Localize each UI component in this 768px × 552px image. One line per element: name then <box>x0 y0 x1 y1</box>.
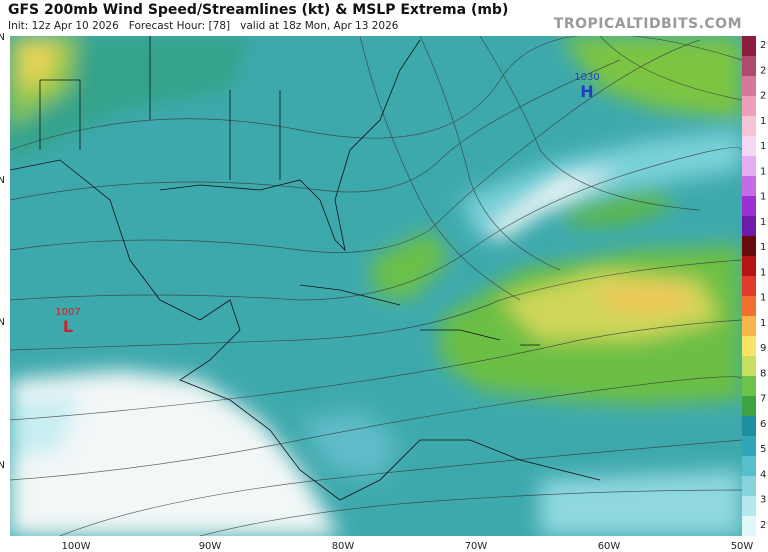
longitude-label: 80W <box>332 541 355 552</box>
latitude-label: N <box>0 32 5 43</box>
colorbar-segment <box>742 356 756 377</box>
colorbar-segment <box>742 176 756 197</box>
watermark: TROPICALTIDBITS.COM <box>553 16 742 32</box>
colorbar-segment <box>742 76 756 97</box>
latitude-label: N <box>0 175 5 186</box>
colorbar-segment <box>742 216 756 237</box>
colorbar-label: 1 <box>760 318 766 329</box>
colorbar-segment <box>742 96 756 117</box>
colorbar-label: 2 <box>760 65 766 76</box>
colorbar-segment <box>742 376 756 397</box>
colorbar-segment <box>742 236 756 257</box>
colorbar-label: 2 <box>760 40 766 51</box>
colorbar-label: 1 <box>760 192 766 203</box>
colorbar-segment <box>742 136 756 157</box>
colorbar-label: 5 <box>760 444 766 455</box>
colorbar-label: 8 <box>760 368 766 379</box>
wind-field <box>10 36 742 536</box>
colorbar-segment <box>742 156 756 177</box>
colorbar-label: 2 <box>760 91 766 102</box>
colorbar-segment <box>742 316 756 337</box>
colorbar-segment <box>742 36 756 57</box>
streamlines <box>10 36 742 536</box>
colorbar-segment <box>742 276 756 297</box>
colorbar-segment <box>742 456 756 477</box>
coastlines <box>10 36 601 501</box>
colorbar-segment <box>742 116 756 137</box>
colorbar-label: 6 <box>760 419 766 430</box>
colorbar-label: 2 <box>760 520 766 531</box>
colorbar-label: 1 <box>760 217 766 228</box>
colorbar-label: 7 <box>760 394 766 405</box>
longitude-label: 50W <box>731 541 754 552</box>
colorbar-segment <box>742 256 756 277</box>
colorbar-label: 1 <box>760 293 766 304</box>
map-title: GFS 200mb Wind Speed/Streamlines (kt) & … <box>8 2 509 18</box>
colorbar: 2 2 2 1 1 1 1 1 1 1 1 1 9 8 7 6 5 4 3 2 <box>742 36 766 537</box>
longitude-label: 90W <box>199 541 222 552</box>
pressure-symbol: L <box>63 317 73 336</box>
pressure-value: 1007 <box>55 307 80 318</box>
latitude-label: N <box>0 317 5 328</box>
colorbar-label: 4 <box>760 469 766 480</box>
colorbar-label: 1 <box>760 166 766 177</box>
colorbar-segment <box>742 336 756 357</box>
colorbar-segment <box>742 196 756 217</box>
colorbar-segment <box>742 516 756 537</box>
colorbar-segment <box>742 436 756 457</box>
colorbar-label: 1 <box>760 267 766 278</box>
colorbar-label: 1 <box>760 141 766 152</box>
longitude-label: 100W <box>62 541 91 552</box>
colorbar-segment <box>742 416 756 437</box>
latitude-label: N <box>0 460 5 471</box>
colorbar-segment <box>742 396 756 417</box>
pressure-value: 1030 <box>574 72 599 83</box>
colorbar-label: 1 <box>760 242 766 253</box>
colorbar-segment <box>742 496 756 517</box>
colorbar-label: 9 <box>760 343 766 354</box>
colorbar-segment <box>742 56 756 77</box>
colorbar-label: 1 <box>760 116 766 127</box>
colorbar-segment <box>742 296 756 317</box>
map-subtitle: Init: 12z Apr 10 2026 Forecast Hour: [78… <box>8 20 399 32</box>
colorbar-label: 3 <box>760 495 766 506</box>
colorbar-segment <box>742 476 756 497</box>
longitude-label: 60W <box>598 541 621 552</box>
longitude-label: 70W <box>465 541 488 552</box>
pressure-symbol: H <box>580 82 593 101</box>
